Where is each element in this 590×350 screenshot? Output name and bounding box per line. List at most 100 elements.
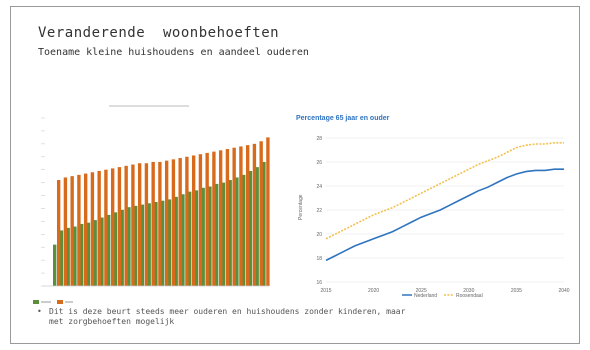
line-y-tick-label: 26	[316, 160, 322, 166]
line-x-ticks: 2015 2020 2025 2030 2035 2040	[320, 288, 569, 294]
bar-series-1	[225, 149, 230, 286]
line-x-tick-label: 2035	[511, 288, 522, 294]
bar-legend	[33, 300, 73, 304]
bar-series-0	[113, 212, 118, 286]
households-bar-chart	[33, 105, 270, 304]
bar-series-0	[73, 226, 77, 286]
bar-series-0	[147, 203, 151, 286]
percentage-65-line-chart: Percentage 65 jaar en ouder Percentage 1…	[296, 115, 570, 299]
line-y-tick-label: 16	[316, 280, 322, 286]
bar-series-0	[215, 183, 219, 286]
bar-series-0	[194, 190, 199, 286]
line-y-tick-label: 20	[316, 232, 322, 238]
bar-series-1	[232, 147, 236, 286]
bar-series-1	[63, 177, 68, 286]
bar-series-1	[56, 180, 61, 286]
bullet-point: • Dit is deze beurt steeds meer ouderen …	[37, 307, 419, 327]
bar-series-0	[120, 209, 124, 286]
line-y-tick-label: 24	[316, 184, 322, 190]
bar-series-0	[107, 214, 111, 286]
legend-label-roosendaal: Roosendaal	[456, 293, 483, 299]
bar-series-1	[137, 163, 142, 286]
bar-series-1	[97, 170, 101, 286]
line-y-axis-label: Percentage	[298, 194, 304, 220]
line-x-tick-label: 2040	[558, 288, 569, 294]
line-legend: Nederland Roosendaal	[402, 293, 483, 299]
bar-series-1	[171, 159, 176, 286]
bar-series-1	[70, 176, 74, 286]
line-x-tick-label: 2020	[368, 288, 379, 294]
line-y-ticks: 16 18 20 22 24 26 28	[316, 136, 322, 286]
bar-series-1	[218, 150, 223, 286]
bar-series-1	[178, 158, 182, 286]
bar-series-1	[110, 168, 115, 286]
bar-series-0	[154, 202, 158, 286]
slide-subtitle: Toename kleine huishoudens en aandeel ou…	[38, 47, 309, 58]
line-chart-title: Percentage 65 jaar en ouder	[296, 115, 390, 122]
bar-series-0	[242, 174, 246, 286]
bar-series-0	[127, 207, 131, 286]
bar-series-0	[188, 191, 192, 286]
line-x-tick-label: 2025	[416, 288, 427, 294]
bullet-icon: •	[37, 307, 42, 316]
bar-series-0	[93, 220, 97, 286]
bar-series-1	[117, 167, 122, 286]
bar-series-0	[221, 182, 226, 286]
slide: Veranderende woonbehoeften Toename klein…	[10, 6, 580, 344]
line-y-tick-label: 22	[316, 208, 322, 214]
bar-series-1	[124, 165, 128, 286]
bar-series-0	[86, 222, 91, 286]
legend-swatch-green	[33, 300, 39, 304]
line-y-tick-label: 18	[316, 256, 322, 262]
bar-series-1	[90, 172, 95, 286]
bar-group	[53, 137, 270, 286]
bar-series-0	[262, 161, 266, 286]
legend-swatch-orange	[57, 300, 63, 304]
bar-series-0	[248, 170, 253, 286]
bar-series-1	[191, 155, 196, 286]
bar-series-0	[228, 180, 232, 286]
bar-series-1	[198, 154, 203, 286]
line-x-tick-label: 2015	[320, 288, 331, 294]
bar-series-0	[208, 186, 212, 286]
bar-series-1	[77, 174, 81, 286]
line-x-tick-label: 2030	[463, 288, 474, 294]
bar-series-0	[181, 194, 185, 286]
bar-series-1	[151, 161, 155, 286]
line-y-tick-label: 28	[316, 136, 322, 142]
bar-series-1	[144, 163, 149, 286]
bar-series-1	[259, 141, 263, 286]
bar-series-0	[235, 177, 239, 286]
bar-series-0	[161, 200, 165, 286]
bar-series-0	[255, 167, 259, 286]
bar-series-0	[134, 205, 138, 286]
bar-series-0	[201, 187, 205, 286]
series-roosendaal-line	[325, 141, 564, 240]
bar-series-1	[83, 173, 88, 286]
bar-series-1	[245, 145, 250, 286]
bar-series-0	[66, 227, 70, 286]
bar-series-1	[185, 156, 189, 286]
legend-label-nederland: Nederland	[414, 293, 437, 299]
bar-series-1	[239, 146, 243, 286]
bar-series-0	[100, 217, 104, 286]
bar-series-0	[59, 230, 64, 286]
bar-series-0	[53, 244, 57, 286]
bar-series-1	[212, 151, 216, 286]
bullet-text: Dit is deze beurt steeds meer ouderen en…	[49, 307, 406, 326]
bar-series-1	[164, 160, 169, 286]
bar-series-0	[167, 199, 172, 286]
bar-series-1	[104, 169, 108, 286]
bar-series-1	[252, 143, 257, 286]
bar-series-0	[80, 223, 84, 286]
bar-series-1	[205, 152, 209, 286]
bar-series-1	[158, 161, 162, 286]
line-grid	[326, 137, 564, 283]
bar-series-0	[174, 196, 178, 286]
slide-title: Veranderende woonbehoeften	[38, 25, 280, 41]
bar-series-1	[131, 164, 135, 286]
bar-series-0	[140, 204, 145, 286]
bar-series-1	[266, 137, 270, 286]
series-nederland-line	[325, 168, 564, 262]
bar-y-axis	[41, 117, 45, 287]
